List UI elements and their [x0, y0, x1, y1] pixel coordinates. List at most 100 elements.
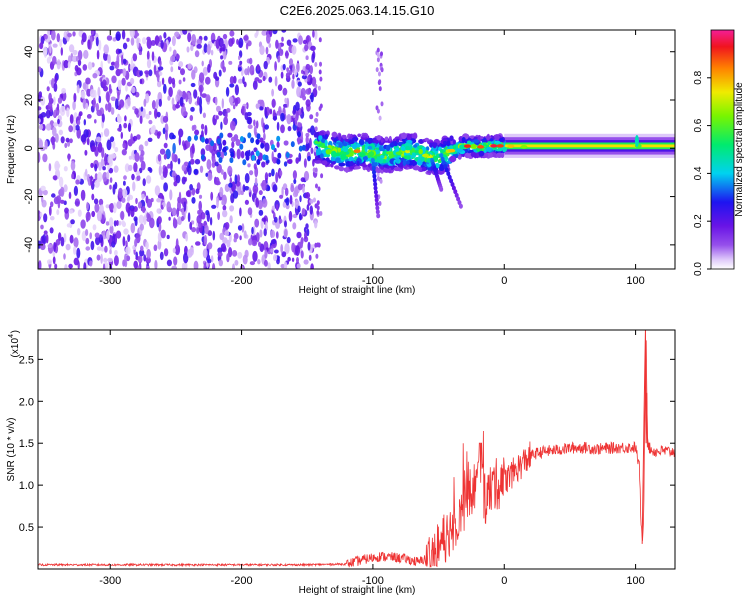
noise-cell — [72, 31, 76, 37]
noise-cell — [271, 144, 275, 151]
noise-cell — [194, 158, 201, 165]
noise-cell — [114, 146, 119, 153]
noise-cell — [65, 137, 70, 143]
noise-cell — [154, 35, 160, 46]
signal-cell — [424, 137, 430, 142]
noise-cell — [232, 250, 238, 257]
noise-cell — [48, 163, 52, 172]
noise-cell — [151, 100, 156, 110]
noise-cell — [68, 263, 73, 269]
noise-cell — [246, 102, 249, 110]
noise-cell — [280, 71, 284, 79]
noise-cell — [243, 35, 249, 41]
noise-cell — [138, 144, 144, 152]
noise-cell — [275, 172, 279, 183]
noise-cell — [148, 111, 152, 115]
signal-cell — [378, 157, 384, 164]
noise-cell — [170, 55, 176, 62]
noise-cell — [307, 241, 311, 251]
noise-cell — [259, 229, 263, 238]
noise-cell — [249, 64, 255, 76]
noise-cell — [106, 230, 110, 241]
noise-cell — [39, 212, 43, 218]
noise-cell — [160, 40, 164, 49]
signal-cell — [418, 149, 423, 155]
noise-cell — [292, 109, 296, 115]
noise-cell — [317, 186, 321, 192]
noise-cell — [108, 203, 114, 210]
noise-cell — [264, 124, 269, 130]
signal-cell — [335, 165, 340, 170]
signal-cell — [452, 139, 456, 145]
signal-cell — [335, 157, 341, 164]
side-streak — [371, 161, 376, 167]
noise-cell — [112, 233, 115, 245]
noise-cell — [87, 39, 91, 50]
noise-cell — [95, 36, 99, 47]
noise-cell — [319, 211, 323, 216]
noise-cell — [94, 173, 98, 181]
signal-hotspot — [448, 148, 456, 153]
figure-title: C2E6.2025.063.14.15.G10 — [280, 3, 435, 18]
noise-cell — [195, 188, 200, 195]
signal-cell — [351, 144, 358, 150]
noise-cell — [146, 212, 150, 219]
noise-cell — [53, 82, 58, 92]
noise-cell — [91, 210, 96, 218]
noise-cell — [43, 230, 48, 235]
noise-cell — [143, 98, 147, 107]
noise-cell — [173, 181, 178, 187]
noise-cell — [218, 157, 223, 163]
noise-cell — [106, 35, 113, 41]
noise-cell — [151, 51, 155, 61]
noise-cell — [302, 95, 307, 101]
noise-cell — [158, 71, 163, 76]
noise-cell — [118, 187, 123, 199]
noise-cell — [75, 179, 80, 185]
noise-cell — [40, 112, 47, 118]
side-streak — [373, 189, 378, 195]
noise-cell — [124, 253, 127, 263]
noise-cell — [73, 92, 77, 103]
noise-cell — [108, 83, 112, 93]
noise-cell — [85, 211, 91, 221]
noise-cell — [106, 139, 112, 151]
noise-cell — [158, 35, 162, 43]
noise-cell — [194, 129, 200, 136]
noise-cell — [216, 163, 222, 174]
noise-cell — [122, 58, 127, 65]
noise-cell — [302, 39, 308, 45]
noise-cell — [145, 113, 151, 120]
signal-cell — [472, 139, 480, 144]
noise-cell — [158, 165, 162, 176]
noise-cell — [299, 195, 302, 203]
noise-cell — [222, 43, 226, 52]
noise-cell — [44, 34, 48, 40]
noise-cell — [202, 66, 208, 76]
noise-cell — [38, 66, 42, 73]
noise-cell — [117, 91, 120, 101]
noise-cell — [147, 137, 153, 142]
signal-cell — [344, 138, 350, 142]
noise-cell — [122, 142, 127, 149]
signal-cell — [429, 142, 433, 148]
noise-cell — [102, 263, 106, 269]
noise-cell — [107, 102, 112, 113]
noise-cell — [306, 228, 310, 237]
noise-cell — [301, 75, 307, 80]
noise-cell — [285, 50, 289, 59]
noise-cell — [172, 170, 176, 177]
side-streak — [376, 213, 381, 219]
signal-cell — [325, 153, 331, 158]
noise-cell — [303, 259, 309, 265]
noise-cell — [284, 187, 289, 197]
noise-cell — [222, 146, 227, 153]
signal-cell — [318, 135, 323, 141]
noise-cell — [95, 236, 101, 246]
noise-cell — [186, 46, 190, 53]
noise-cell — [168, 216, 171, 221]
noise-cell — [64, 207, 69, 214]
noise-cell — [275, 231, 279, 239]
noise-cell — [159, 148, 166, 155]
